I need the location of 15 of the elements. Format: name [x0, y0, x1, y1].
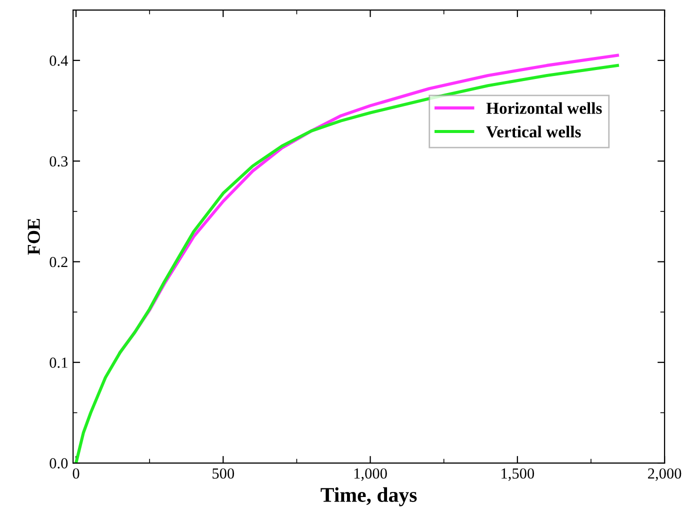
x-tick-label: 1,000: [354, 468, 387, 481]
y-tick-label: 0.2: [50, 256, 68, 268]
y-tick-label: 0.1: [50, 358, 68, 368]
x-tick-label: 500: [212, 468, 234, 479]
y-tick-label: 0.0: [50, 458, 68, 469]
line-series: [74, 64, 620, 464]
x-tick-label: 2,000: [648, 468, 682, 481]
x-tick-label: 1,500: [502, 468, 534, 481]
x-axis-title: Time, days: [320, 487, 417, 506]
y-tick-label: 0.3: [50, 156, 68, 167]
x-tick-label: 0: [72, 468, 80, 479]
y-axis-title: FOE: [28, 218, 40, 255]
legend-label: Horizontal wells: [486, 102, 602, 114]
y-tick-label: 0.4: [50, 56, 68, 66]
legend-label: Vertical wells: [486, 126, 581, 138]
